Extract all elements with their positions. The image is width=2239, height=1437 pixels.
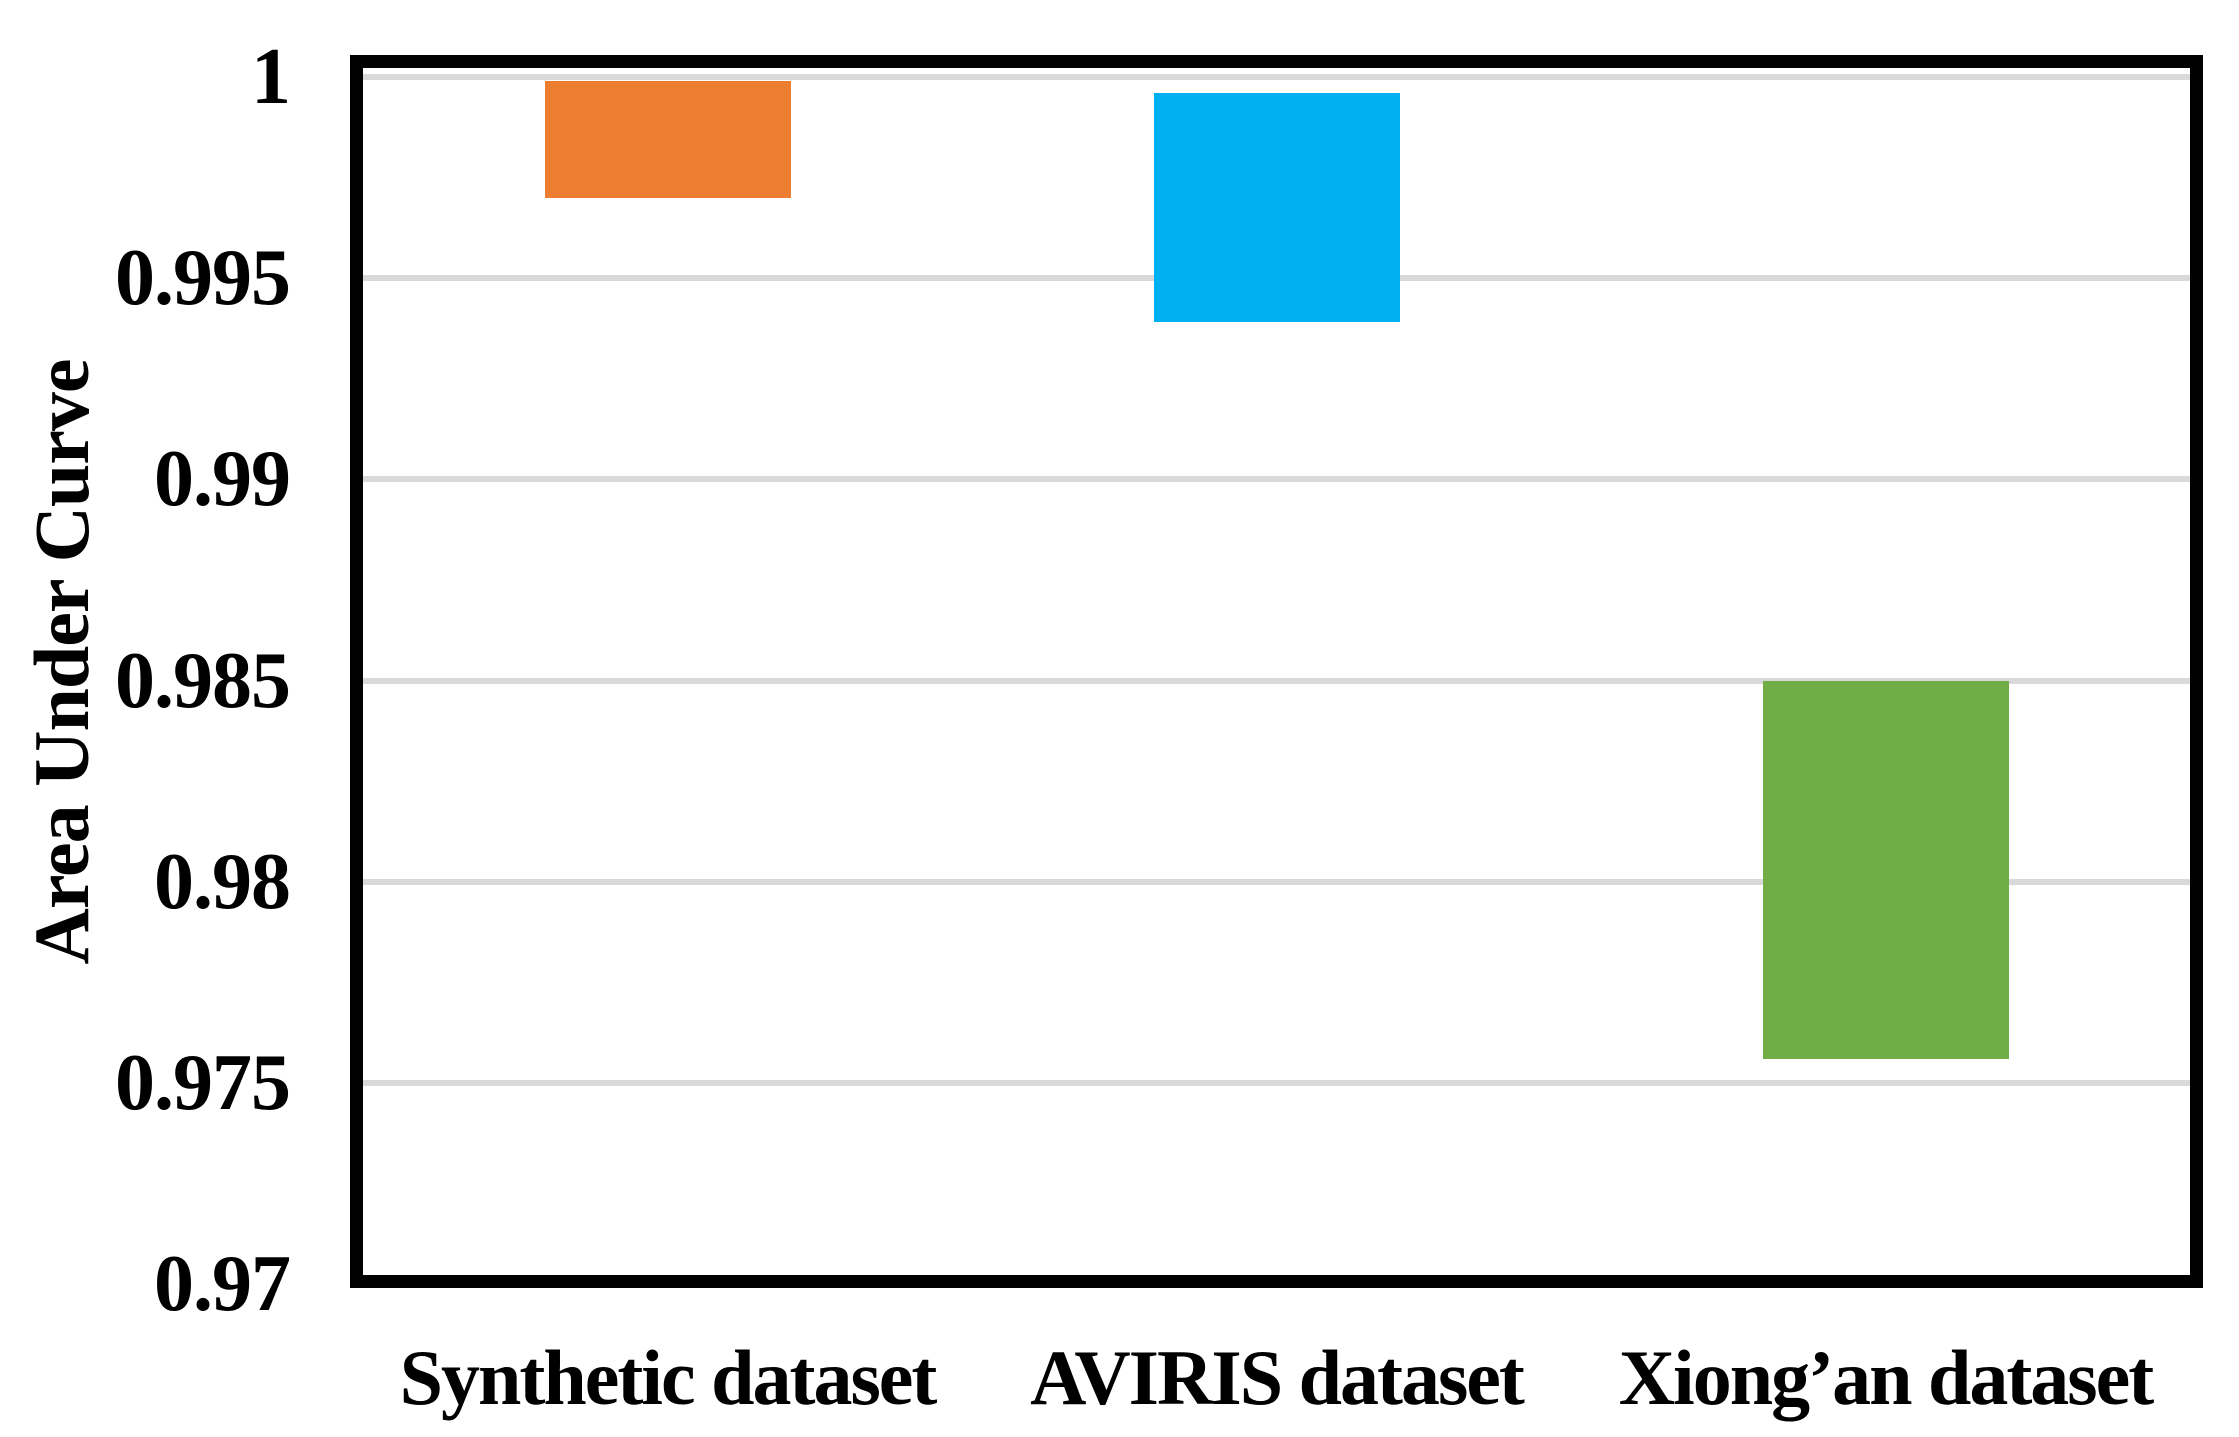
y-tick-label: 0.995 [115, 234, 291, 323]
x-category-label: AVIRIS dataset [1030, 1334, 1525, 1421]
gridline-1 [363, 74, 2190, 80]
gridline-0.975 [363, 1080, 2190, 1086]
gridline-0.98 [363, 878, 2190, 885]
x-category-label: Synthetic dataset [399, 1334, 938, 1421]
y-tick-label: 1 [251, 33, 291, 121]
gridline-0.985 [363, 677, 2190, 684]
y-tick-label: 0.99 [154, 435, 291, 524]
y-tick-label: 0.98 [154, 837, 291, 926]
y-tick-label: 0.985 [115, 636, 291, 725]
range-bar-2 [1153, 93, 1400, 323]
gridline-0.99 [363, 476, 2190, 483]
range-bar-3 [1762, 680, 2009, 1059]
x-category-label: Xiong’an dataset [1618, 1334, 2155, 1421]
range-bar-1 [544, 81, 791, 198]
y-tick-label: 0.975 [115, 1039, 291, 1127]
y-tick-label: 0.97 [154, 1240, 291, 1329]
